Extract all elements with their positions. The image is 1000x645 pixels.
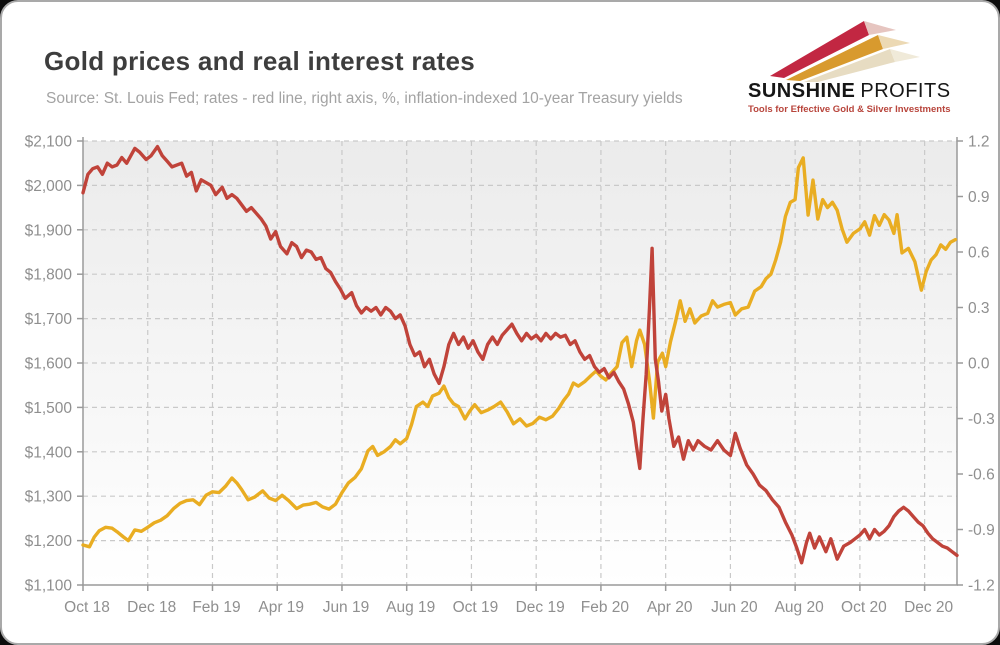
chart-source-note: Source: St. Louis Fed; rates - red line,… bbox=[46, 90, 683, 107]
x-axis-label: Feb 19 bbox=[192, 599, 240, 616]
x-axis-label: Aug 20 bbox=[775, 599, 825, 616]
x-axis-label: Dec 18 bbox=[127, 599, 176, 616]
logo-brand-name: SUNSHINE PROFITS bbox=[748, 80, 951, 103]
right-axis-label: -0.9 bbox=[968, 522, 995, 539]
logo-brand-profits: PROFITS bbox=[860, 80, 951, 102]
left-axis-label: $1,800 bbox=[25, 267, 73, 284]
right-axis-label: 0.9 bbox=[968, 189, 990, 206]
logo-arrow-cream bbox=[804, 49, 895, 82]
x-axis-label: Apr 20 bbox=[647, 599, 693, 616]
x-axis-label: Dec 20 bbox=[904, 599, 953, 616]
right-axis-label: 1.2 bbox=[968, 134, 990, 151]
left-axis-label: $1,600 bbox=[25, 356, 73, 373]
logo-arrow-red bbox=[770, 21, 869, 78]
x-axis-label: Oct 18 bbox=[64, 599, 110, 616]
right-axis-label: -1.2 bbox=[968, 578, 995, 595]
x-axis-label: Dec 19 bbox=[516, 599, 565, 616]
logo-arrow-gold-fade bbox=[878, 35, 910, 49]
logo-brand-sunshine: SUNSHINE bbox=[748, 80, 856, 102]
left-axis-label: $1,900 bbox=[25, 222, 73, 239]
right-axis-label: 0.3 bbox=[968, 300, 990, 317]
logo-arrow-cream-fade bbox=[890, 49, 920, 62]
left-axis-label: $1,400 bbox=[25, 444, 73, 461]
x-axis-label: Feb 20 bbox=[581, 599, 630, 616]
x-axis-label: Oct 20 bbox=[841, 599, 887, 616]
page-title: Gold prices and real interest rates bbox=[44, 46, 475, 76]
logo-arrows-icon bbox=[770, 21, 920, 82]
left-axis-label: $1,100 bbox=[25, 578, 73, 595]
right-axis-label: -0.3 bbox=[968, 411, 995, 428]
x-axis-label: Jun 20 bbox=[711, 599, 758, 616]
chart-canvas: $2,100 $2,000 $1,900 $1,800 $1,700 $1,600 $1,5… bbox=[25, 134, 995, 617]
gold-price-line bbox=[81, 156, 958, 549]
x-axis-label: Oct 19 bbox=[453, 599, 499, 616]
x-axis-label: Apr 19 bbox=[258, 599, 304, 616]
logo-tagline: Tools for Effective Gold & Silver Invest… bbox=[748, 104, 951, 115]
x-axis-label: Jun 19 bbox=[323, 599, 370, 616]
right-axis-label: -0.6 bbox=[968, 467, 995, 484]
left-axis-label: $1,500 bbox=[25, 400, 73, 417]
left-axis-label: $2,100 bbox=[25, 134, 73, 151]
left-axis-label: $1,300 bbox=[25, 489, 73, 506]
right-axis-label: 0.0 bbox=[968, 356, 990, 373]
left-axis-label: $1,700 bbox=[25, 311, 73, 328]
logo-arrow-gold bbox=[786, 35, 883, 81]
x-axis-label: Aug 19 bbox=[386, 599, 435, 616]
real-rate-line bbox=[81, 144, 959, 565]
sunshine-profits-logo: SUNSHINE PROFITS Tools for Effective Gold… bbox=[748, 18, 951, 115]
right-axis-label: 0.6 bbox=[968, 245, 990, 262]
left-axis-label: $1,200 bbox=[25, 533, 73, 550]
logo-arrow-red-fade bbox=[864, 21, 896, 35]
left-axis-label: $2,000 bbox=[25, 178, 73, 195]
